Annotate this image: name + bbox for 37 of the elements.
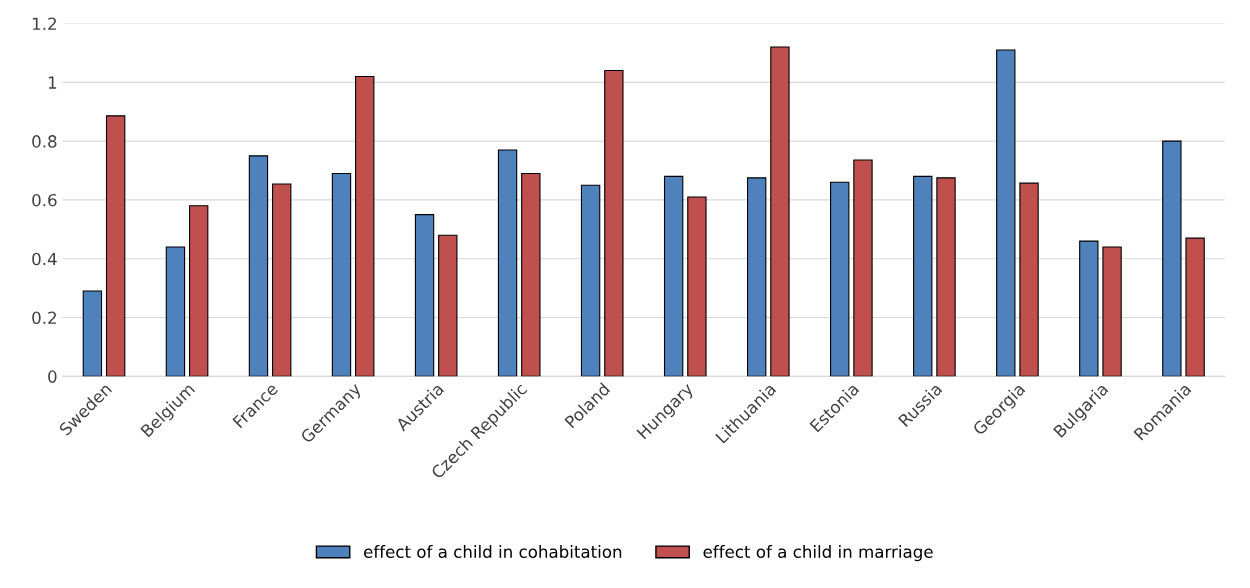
y-tick-label: 0.4 xyxy=(32,252,57,266)
legend-label: effect of a child in marriage xyxy=(703,545,933,562)
bar xyxy=(438,234,458,377)
bar xyxy=(936,177,956,377)
bar xyxy=(996,49,1016,377)
bar xyxy=(770,46,790,377)
bar xyxy=(355,75,375,377)
bar xyxy=(105,115,126,377)
y-tick-label: 1.2 xyxy=(32,17,56,30)
bar xyxy=(663,175,684,377)
bar xyxy=(853,159,873,377)
bar xyxy=(165,246,186,377)
bar xyxy=(830,181,850,377)
y-tick-label: 1 xyxy=(48,76,57,89)
bar xyxy=(414,214,435,377)
bar xyxy=(248,155,269,377)
bar xyxy=(82,290,103,377)
bar xyxy=(497,149,518,377)
bar xyxy=(331,172,352,377)
bar xyxy=(913,175,933,377)
bar xyxy=(687,196,707,377)
bar xyxy=(1019,182,1039,377)
bar xyxy=(580,184,601,377)
y-tick-label: 0.6 xyxy=(32,193,57,207)
legend-label: effect of a child in cohabitation xyxy=(364,545,622,559)
bar xyxy=(1162,140,1182,377)
bar xyxy=(604,70,624,377)
bar xyxy=(272,183,292,377)
y-tick-label: 0.2 xyxy=(32,311,56,325)
bar xyxy=(188,205,209,377)
y-tick-label: 0.8 xyxy=(32,135,57,148)
bar xyxy=(1185,237,1205,377)
bar xyxy=(521,172,541,377)
y-tick-label: 0 xyxy=(48,370,57,383)
bar xyxy=(746,177,767,377)
bar xyxy=(1102,246,1122,377)
bar xyxy=(1079,240,1099,377)
